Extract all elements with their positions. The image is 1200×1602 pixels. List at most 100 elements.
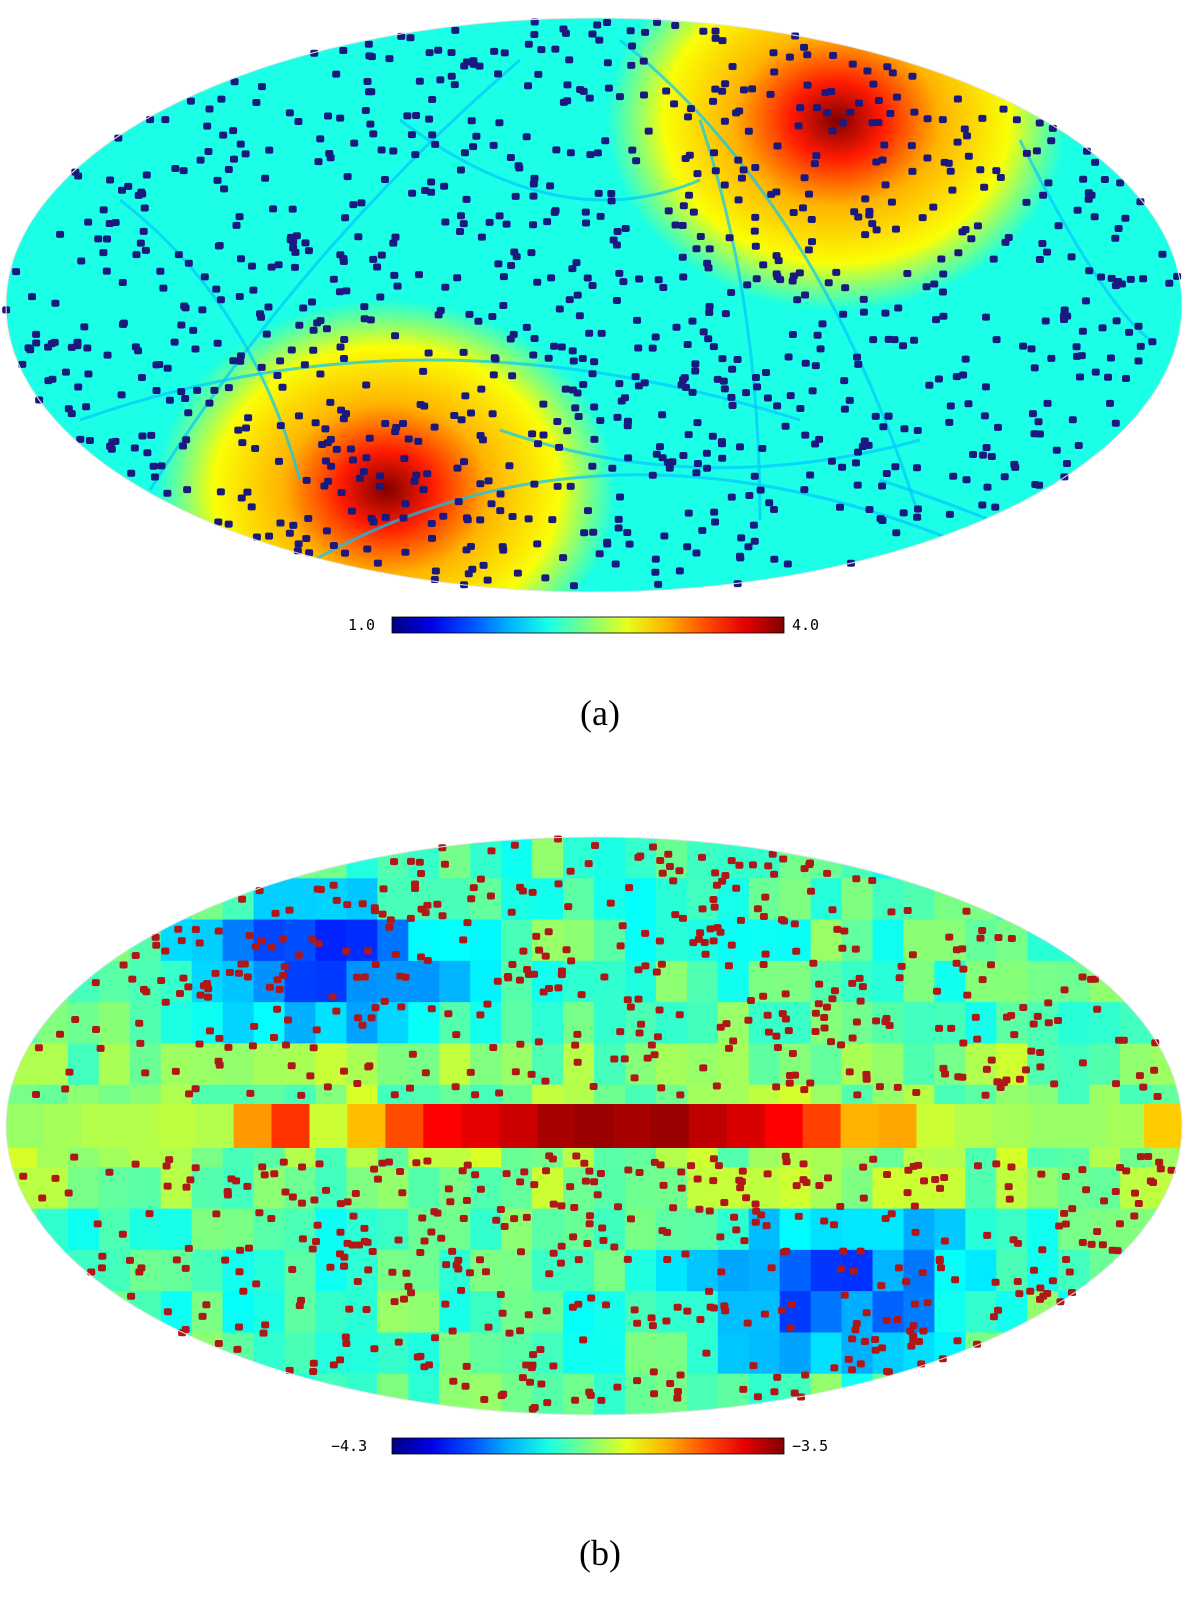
source-marker: [132, 251, 141, 259]
source-marker: [467, 409, 476, 417]
source-marker: [332, 1007, 341, 1015]
source-marker: [211, 969, 220, 977]
source-marker: [675, 867, 684, 875]
source-marker: [571, 1396, 580, 1404]
source-marker: [753, 383, 762, 391]
source-marker: [655, 1006, 664, 1014]
source-marker: [370, 907, 379, 915]
source-marker: [989, 1313, 998, 1321]
source-marker: [67, 410, 76, 418]
source-marker: [1085, 267, 1094, 275]
source-marker: [289, 244, 298, 252]
source-marker: [358, 1021, 367, 1029]
source-marker: [290, 263, 299, 271]
source-marker: [614, 1203, 623, 1211]
source-marker: [321, 425, 330, 433]
source-marker: [310, 1196, 319, 1204]
source-marker: [229, 357, 238, 365]
source-marker: [179, 167, 188, 175]
source-marker: [548, 516, 557, 524]
source-marker: [781, 1152, 790, 1160]
source-marker: [214, 242, 223, 250]
source-marker: [537, 46, 546, 54]
source-marker: [408, 1050, 417, 1058]
source-marker: [71, 1015, 80, 1023]
source-marker: [992, 336, 1001, 344]
source-marker: [836, 1203, 845, 1211]
source-marker: [431, 140, 440, 148]
source-marker: [161, 947, 170, 955]
source-marker: [103, 235, 112, 243]
source-marker: [923, 115, 932, 123]
source-marker: [1026, 1287, 1035, 1295]
source-marker: [881, 309, 890, 317]
band-cell: [612, 1104, 652, 1148]
source-marker: [790, 1389, 799, 1397]
source-marker: [406, 857, 415, 865]
source-marker: [739, 166, 748, 174]
source-marker: [904, 1166, 913, 1174]
source-marker: [670, 100, 679, 108]
source-marker: [673, 1388, 682, 1396]
source-marker: [633, 1319, 642, 1327]
source-marker: [414, 271, 423, 279]
source-marker: [543, 218, 552, 226]
source-marker: [287, 233, 296, 241]
source-marker: [971, 1013, 980, 1021]
source-marker: [859, 1163, 868, 1171]
source-marker: [545, 1270, 554, 1278]
source-marker: [56, 1030, 65, 1038]
source-marker: [575, 312, 584, 320]
source-marker: [423, 957, 432, 965]
source-marker: [229, 155, 238, 163]
source-marker: [80, 323, 89, 331]
band-cell: [309, 1104, 349, 1148]
source-marker: [402, 1269, 411, 1277]
source-marker: [668, 458, 677, 466]
source-marker: [577, 991, 586, 999]
source-marker: [180, 302, 189, 310]
source-marker: [612, 296, 621, 304]
source-marker: [641, 28, 650, 36]
source-marker: [616, 942, 625, 950]
source-marker: [1061, 1173, 1070, 1181]
source-marker: [815, 980, 824, 988]
source-marker: [906, 1327, 915, 1335]
source-marker: [212, 1210, 221, 1218]
source-marker: [19, 1172, 28, 1180]
source-marker: [939, 312, 948, 320]
source-marker: [273, 1005, 282, 1013]
source-marker: [337, 489, 346, 497]
source-marker: [958, 945, 967, 953]
source-marker: [191, 1164, 200, 1172]
source-marker: [474, 317, 483, 325]
source-marker: [378, 910, 387, 918]
source-marker: [390, 1091, 399, 1099]
source-marker: [585, 329, 594, 337]
source-marker: [495, 212, 504, 220]
source-marker: [460, 149, 469, 157]
source-marker: [647, 1314, 656, 1322]
source-marker: [681, 383, 690, 391]
source-marker: [875, 1083, 884, 1091]
source-marker: [732, 884, 741, 892]
source-marker: [530, 174, 539, 182]
source-marker: [269, 205, 278, 213]
source-marker: [710, 508, 719, 516]
source-marker: [772, 1083, 781, 1091]
source-marker: [237, 494, 246, 502]
source-marker: [744, 543, 753, 551]
source-marker: [313, 319, 322, 327]
source-marker: [959, 965, 968, 973]
source-marker: [362, 1306, 371, 1314]
source-marker: [597, 1396, 606, 1404]
band-cell: [954, 1104, 994, 1148]
source-marker: [224, 1043, 233, 1051]
source-marker: [934, 375, 943, 383]
source-marker: [570, 1204, 579, 1212]
source-marker: [77, 257, 86, 265]
source-marker: [495, 1089, 504, 1097]
source-marker: [712, 1082, 721, 1090]
source-marker: [665, 464, 674, 472]
source-marker: [1004, 1183, 1013, 1191]
